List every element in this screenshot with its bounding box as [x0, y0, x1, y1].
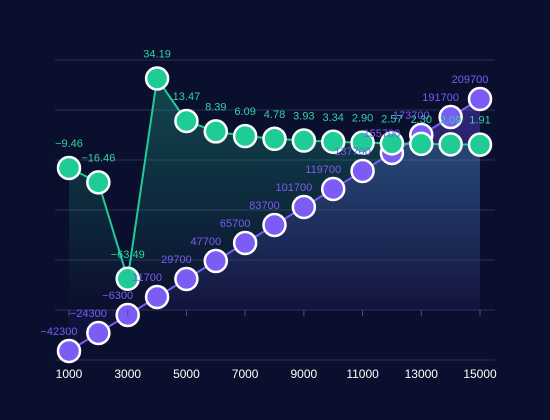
data-label-purple: 191700 — [422, 92, 459, 104]
point-purple — [262, 212, 287, 238]
data-label-purple: 209700 — [452, 74, 489, 86]
point-green — [56, 155, 82, 181]
point-green — [350, 130, 375, 155]
x-tick-label: 1000 — [56, 367, 83, 381]
point-green — [291, 128, 317, 153]
data-label-purple: 173700 — [393, 110, 430, 122]
point-green — [467, 132, 493, 157]
data-label-green: 6.09 — [234, 106, 255, 118]
point-purple — [174, 266, 199, 292]
point-green — [438, 132, 463, 157]
point-purple — [56, 338, 82, 364]
data-label-purple: 119700 — [305, 164, 341, 176]
point-purple — [438, 104, 463, 130]
x-tick-label: 7000 — [232, 367, 259, 381]
data-label-green: 4.78 — [264, 109, 285, 121]
data-label-purple: 101700 — [275, 182, 312, 194]
x-tick-label: 3000 — [114, 367, 141, 381]
point-purple — [320, 176, 346, 202]
data-label-green: −9.46 — [55, 138, 83, 150]
data-label-green: −16.46 — [81, 152, 115, 164]
point-purple — [291, 194, 317, 220]
data-label-purple: 47700 — [190, 236, 221, 248]
point-green — [144, 66, 170, 91]
point-purple — [86, 320, 111, 346]
point-green — [262, 126, 287, 152]
data-label-green: 3.34 — [323, 112, 344, 124]
data-label-purple: 137700 — [334, 146, 371, 158]
data-label-purple: 65700 — [220, 218, 251, 230]
area-green — [69, 78, 480, 310]
data-label-green: 2.57 — [381, 113, 402, 125]
data-label-purple: −42300 — [40, 326, 77, 338]
x-tick-label: 11000 — [346, 367, 379, 381]
data-label-purple: −6300 — [102, 290, 133, 302]
data-label-green: 34.19 — [143, 49, 171, 61]
point-purple — [203, 248, 229, 274]
x-tick-label: 13000 — [405, 367, 439, 381]
data-label-green: 2.09 — [440, 114, 461, 126]
data-label-green: 2.90 — [352, 113, 373, 125]
point-green — [379, 131, 405, 156]
point-green — [174, 108, 199, 134]
x-axis: 1000 3000 5000 7000 9000 11000 13000 15000 — [56, 310, 497, 381]
series-points — [56, 66, 493, 364]
point-purple — [232, 230, 258, 256]
x-tick-label: 15000 — [463, 367, 497, 381]
data-label-purple: 29700 — [161, 254, 192, 266]
data-label-green: 3.93 — [293, 111, 314, 123]
data-label-green: 13.47 — [173, 91, 201, 103]
x-tick-label: 9000 — [291, 367, 318, 381]
point-green — [86, 170, 111, 195]
point-green — [320, 129, 346, 155]
point-green — [232, 123, 258, 149]
data-label-green: 2.30 — [411, 114, 432, 126]
point-green — [115, 266, 140, 292]
data-label-purple: 155700 — [364, 128, 401, 140]
data-label-purple: 11700 — [132, 272, 162, 284]
point-purple — [144, 284, 170, 310]
point-purple — [350, 158, 375, 184]
data-labels: −42300 −24300 −6300 11700 29700 47700 65700 837… — [40, 49, 490, 338]
point-purple — [467, 86, 493, 112]
data-label-purple: 83700 — [249, 200, 280, 212]
data-label-green: −63.49 — [111, 249, 145, 261]
x-tick-label: 5000 — [173, 367, 200, 381]
data-label-purple: −24300 — [70, 308, 107, 320]
data-label-green: 1.91 — [469, 115, 490, 127]
point-green — [203, 119, 229, 144]
data-label-green: 8.39 — [205, 101, 226, 113]
point-green — [409, 131, 434, 157]
